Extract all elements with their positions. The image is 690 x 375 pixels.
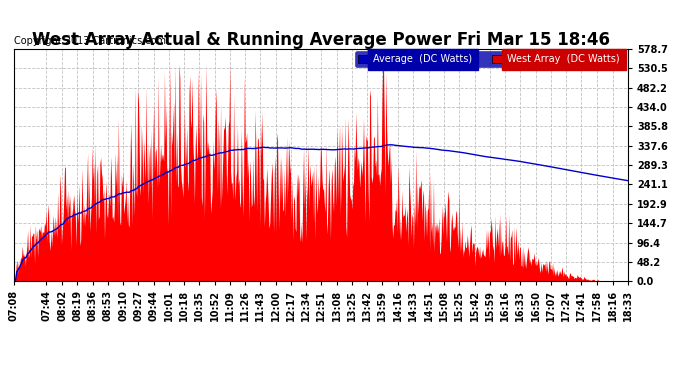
Text: Copyright 2013 Cartronics.com: Copyright 2013 Cartronics.com: [14, 36, 166, 46]
Title: West Array Actual & Running Average Power Fri Mar 15 18:46: West Array Actual & Running Average Powe…: [32, 31, 610, 49]
Legend: Average  (DC Watts), West Array  (DC Watts): Average (DC Watts), West Array (DC Watts…: [355, 51, 623, 67]
